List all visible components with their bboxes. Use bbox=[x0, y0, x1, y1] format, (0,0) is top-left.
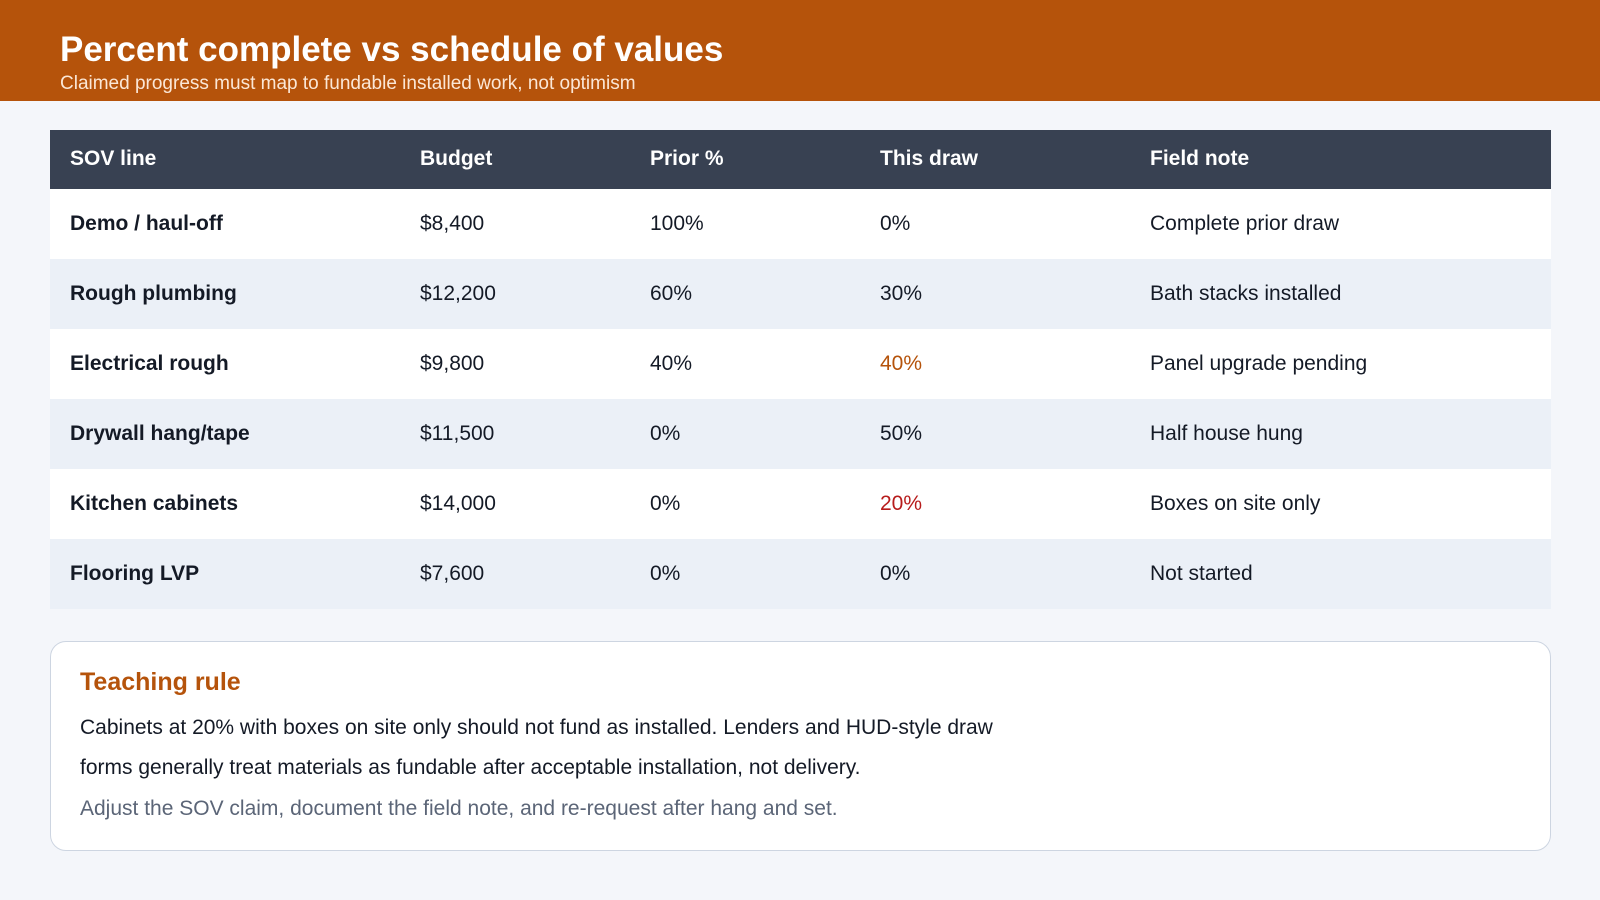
prior-percent-cell: 60% bbox=[650, 282, 693, 305]
prior-percent-cell: 0% bbox=[650, 562, 681, 585]
teaching-rule-title: Teaching rule bbox=[80, 668, 241, 696]
prior-percent-cell: 0% bbox=[650, 422, 681, 445]
sov-line-cell: Kitchen cabinets bbox=[70, 492, 239, 515]
sov-table: SOV line Budget Prior % This draw Field … bbox=[50, 130, 1551, 609]
column-header-sov-line: SOV line bbox=[70, 147, 157, 170]
budget-cell: $8,400 bbox=[420, 212, 485, 235]
column-header-field-note: Field note bbox=[1150, 147, 1250, 170]
teaching-rule-card: Teaching rule Cabinets at 20% with boxes… bbox=[50, 641, 1551, 851]
column-header-this-draw: This draw bbox=[880, 147, 979, 170]
budget-cell: $11,500 bbox=[420, 422, 495, 445]
table-row: Electrical rough $9,800 40% 40% Panel up… bbox=[50, 329, 1551, 399]
title-banner: Percent complete vs schedule of values C… bbox=[0, 0, 1600, 101]
teaching-rule-note: Adjust the SOV claim, document the field… bbox=[80, 797, 838, 820]
sov-line-cell: Flooring LVP bbox=[70, 562, 200, 585]
field-note-cell: Half house hung bbox=[1150, 422, 1303, 445]
prior-percent-cell: 100% bbox=[650, 212, 704, 235]
this-draw-cell: 0% bbox=[880, 562, 911, 585]
budget-cell: $14,000 bbox=[420, 492, 496, 515]
table-row: Drywall hang/tape $11,500 0% 50% Half ho… bbox=[50, 399, 1551, 469]
field-note-cell: Complete prior draw bbox=[1150, 212, 1340, 235]
budget-cell: $9,800 bbox=[420, 352, 485, 375]
column-header-budget: Budget bbox=[420, 147, 493, 170]
this-draw-cell: 30% bbox=[880, 282, 923, 305]
table-row: Rough plumbing $12,200 60% 30% Bath stac… bbox=[50, 259, 1551, 329]
table-header-row: SOV line Budget Prior % This draw Field … bbox=[50, 130, 1551, 189]
sov-line-cell: Rough plumbing bbox=[70, 282, 237, 305]
sov-line-cell: Drywall hang/tape bbox=[70, 422, 250, 445]
this-draw-cell-caution: 40% bbox=[880, 352, 923, 375]
this-draw-cell-flagged: 20% bbox=[880, 492, 923, 515]
teaching-rule-body: Cabinets at 20% with boxes on site only … bbox=[80, 716, 993, 779]
table-row: Kitchen cabinets $14,000 0% 20% Boxes on… bbox=[50, 469, 1551, 539]
field-note-cell: Bath stacks installed bbox=[1150, 282, 1342, 305]
prior-percent-cell: 40% bbox=[650, 352, 693, 375]
sov-line-cell: Electrical rough bbox=[70, 352, 229, 375]
field-note-cell: Boxes on site only bbox=[1150, 492, 1321, 515]
table-row: Demo / haul-off $8,400 100% 0% Complete … bbox=[50, 189, 1551, 259]
column-header-prior: Prior % bbox=[650, 147, 724, 170]
page-title: Percent complete vs schedule of values bbox=[60, 30, 724, 69]
this-draw-cell: 50% bbox=[880, 422, 923, 445]
this-draw-cell: 0% bbox=[880, 212, 911, 235]
sov-line-cell: Demo / haul-off bbox=[70, 212, 223, 235]
prior-percent-cell: 0% bbox=[650, 492, 681, 515]
field-note-cell: Panel upgrade pending bbox=[1150, 352, 1368, 375]
budget-cell: $7,600 bbox=[420, 562, 485, 585]
page-subtitle: Claimed progress must map to fundable in… bbox=[60, 73, 636, 94]
field-note-cell: Not started bbox=[1150, 562, 1253, 585]
budget-cell: $12,200 bbox=[420, 282, 496, 305]
table-row: Flooring LVP $7,600 0% 0% Not started bbox=[50, 539, 1551, 609]
